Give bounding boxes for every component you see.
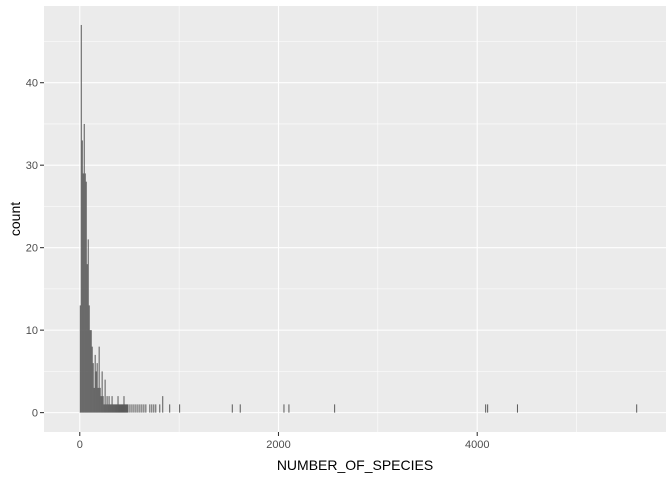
histogram-bar [108,396,110,413]
histogram-bar [102,396,104,413]
plot-panel [44,6,666,432]
histogram-bar [139,404,141,413]
histogram-bar [162,396,164,413]
histogram-bar [115,404,117,413]
histogram-bar [117,396,119,413]
histogram-bar [93,387,95,413]
x-axis-title: NUMBER_OF_SPECIES [277,457,433,473]
y-axis-title: count [7,202,23,236]
major-gridlines [44,6,666,432]
histogram-bar [127,404,129,413]
histogram-bar [103,404,105,413]
histogram-bar [155,404,157,413]
histogram-bar [153,404,155,413]
histogram-bar [109,404,111,413]
histogram-bar [85,181,87,413]
y-tick-label: 30 [26,160,38,172]
minor-gridlines [44,6,666,432]
y-tick-label: 40 [26,78,38,90]
histogram-bar [111,396,113,413]
histogram-bar [106,396,108,413]
histogram-bar [283,404,285,413]
y-axis: 0 10 20 30 40 [26,78,44,420]
histogram-bar [169,404,171,413]
histogram-bar [92,363,94,413]
histogram-bar [84,173,86,413]
histogram-bar [113,404,115,413]
histogram-bar [231,404,233,413]
x-tick-label: 2000 [266,439,290,451]
histogram-bar [288,404,290,413]
histogram-bar [114,404,116,413]
histogram-bar [118,404,120,413]
histogram-bar [95,371,97,413]
y-tick-label: 10 [26,325,38,337]
histogram-bar [125,404,127,413]
histogram-bar [149,404,151,413]
histogram-bar [121,404,123,413]
histogram-bar [112,404,114,413]
histogram-bar [98,346,100,413]
histogram-bar [122,404,124,413]
histogram-bar [137,404,139,413]
x-axis: 0 2000 4000 [77,432,489,451]
histogram-bar [83,123,85,413]
histogram-bars [79,24,638,413]
histogram-bar [96,363,98,413]
histogram-bar [124,404,126,413]
histogram-bar [159,404,161,413]
histogram-bar [99,387,101,413]
y-tick-label: 20 [26,243,38,255]
histogram-bar [91,346,93,413]
histogram-bar [123,396,125,413]
histogram-bar [80,24,82,413]
histogram-bar [119,404,121,413]
histogram-bar [131,404,133,413]
histogram-bar [141,404,143,413]
histogram-bar [135,404,137,413]
histogram-bar [97,387,99,413]
histogram-bar [81,140,83,413]
histogram-bar [129,404,131,413]
histogram-bar [89,330,91,413]
x-tick-label: 4000 [465,439,489,451]
histogram-bar [101,371,103,413]
histogram-bar [107,404,109,413]
histogram-bar [88,305,90,413]
histogram-bar [179,404,181,413]
histogram-bar [145,404,147,413]
histogram-bar [90,330,92,413]
histogram-bar [133,404,135,413]
histogram-bar [487,404,489,413]
x-tick-label: 0 [77,439,83,451]
histogram-bar [105,404,107,413]
histogram-bar [143,404,145,413]
histogram-bar [126,404,128,413]
histogram-bar [636,404,638,413]
histogram-bar [120,404,122,413]
histogram-bar [485,404,487,413]
histogram-bar [79,305,81,413]
histogram-bar [151,404,153,413]
histogram-bar [116,404,118,413]
histogram-bar [239,404,241,413]
y-tick-label: 0 [32,408,38,420]
histogram-bar [94,354,96,413]
histogram-bar [100,396,102,413]
histogram-bar [87,239,89,413]
histogram-bar [104,379,106,413]
histogram-bar [86,264,88,413]
histogram-bar [334,404,336,413]
histogram-bar [110,404,112,413]
histogram-bar [516,404,518,413]
histogram-bar [82,173,84,413]
